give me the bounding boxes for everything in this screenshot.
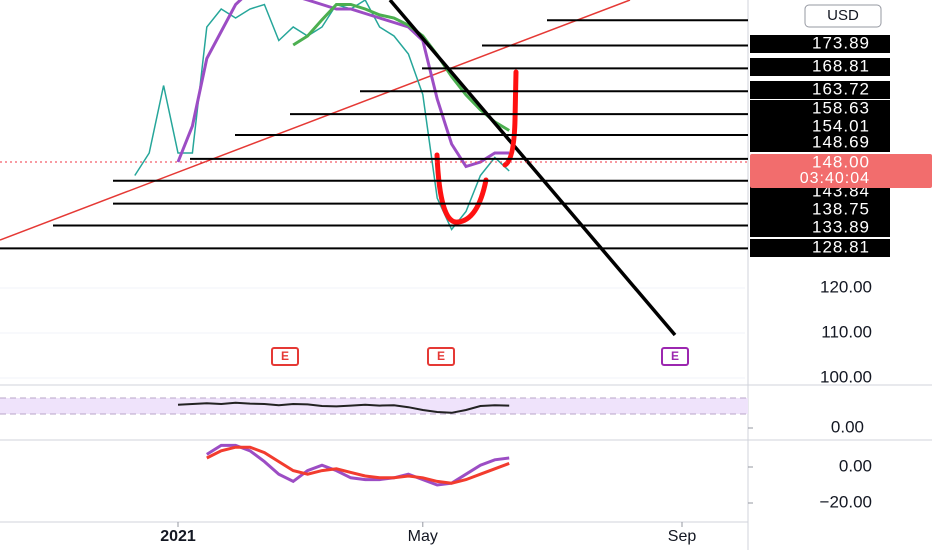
x-tick-label: Sep (668, 528, 697, 545)
price-line (176, 0, 510, 169)
rsi-tick-label: 0.00 (831, 417, 864, 436)
handle-drawing (502, 69, 519, 168)
drawings (0, 0, 748, 337)
price-line (292, 3, 510, 132)
level-label: 173.89 (812, 33, 870, 52)
x-tick-label: May (408, 528, 438, 545)
cup-drawing (434, 152, 489, 225)
level-label: 148.69 (812, 132, 870, 151)
level-badge (750, 35, 890, 53)
level-label: 133.89 (812, 217, 870, 236)
level-badge (750, 100, 890, 118)
level-label: 154.01 (812, 116, 870, 135)
level-badge (750, 118, 890, 136)
level-badge (750, 134, 890, 152)
level-label: 158.63 (812, 98, 870, 117)
event-marker (427, 347, 455, 366)
level-badge (750, 201, 890, 219)
event-marker-label: E (437, 349, 445, 363)
event-marker-label: E (671, 349, 679, 363)
event-marker-label: E (281, 349, 289, 363)
level-badge (750, 239, 890, 257)
macd-line (206, 443, 510, 487)
last-price-badge (750, 154, 932, 188)
countdown: 03:40:04 (800, 170, 870, 187)
event-marker (661, 347, 689, 366)
level-label: 138.75 (812, 199, 870, 218)
trend-line (388, 0, 677, 337)
event-marker (271, 347, 299, 366)
x-tick-label: 2021 (160, 528, 196, 545)
currency-badge[interactable] (804, 4, 882, 28)
rsi-line (177, 401, 510, 414)
level-badge (750, 81, 890, 99)
level-label: 128.81 (812, 237, 870, 256)
y-tick-label: 120.00 (820, 277, 872, 296)
macd-tick-label: −20.00 (820, 492, 872, 511)
level-badge (750, 219, 890, 237)
price-panel (0, 0, 745, 379)
level-label: 168.81 (812, 56, 870, 75)
level-label: 163.72 (812, 79, 870, 98)
currency[interactable]: USD (827, 7, 859, 24)
y-tick-label: 100.00 (820, 367, 872, 386)
trend-line (0, 0, 631, 241)
level-badge (750, 58, 890, 76)
last-price-label: 148.00 (812, 152, 870, 171)
macd-tick-label: 0.00 (839, 456, 872, 475)
macd-line (206, 445, 510, 485)
y-tick-label: 110.00 (821, 322, 872, 341)
